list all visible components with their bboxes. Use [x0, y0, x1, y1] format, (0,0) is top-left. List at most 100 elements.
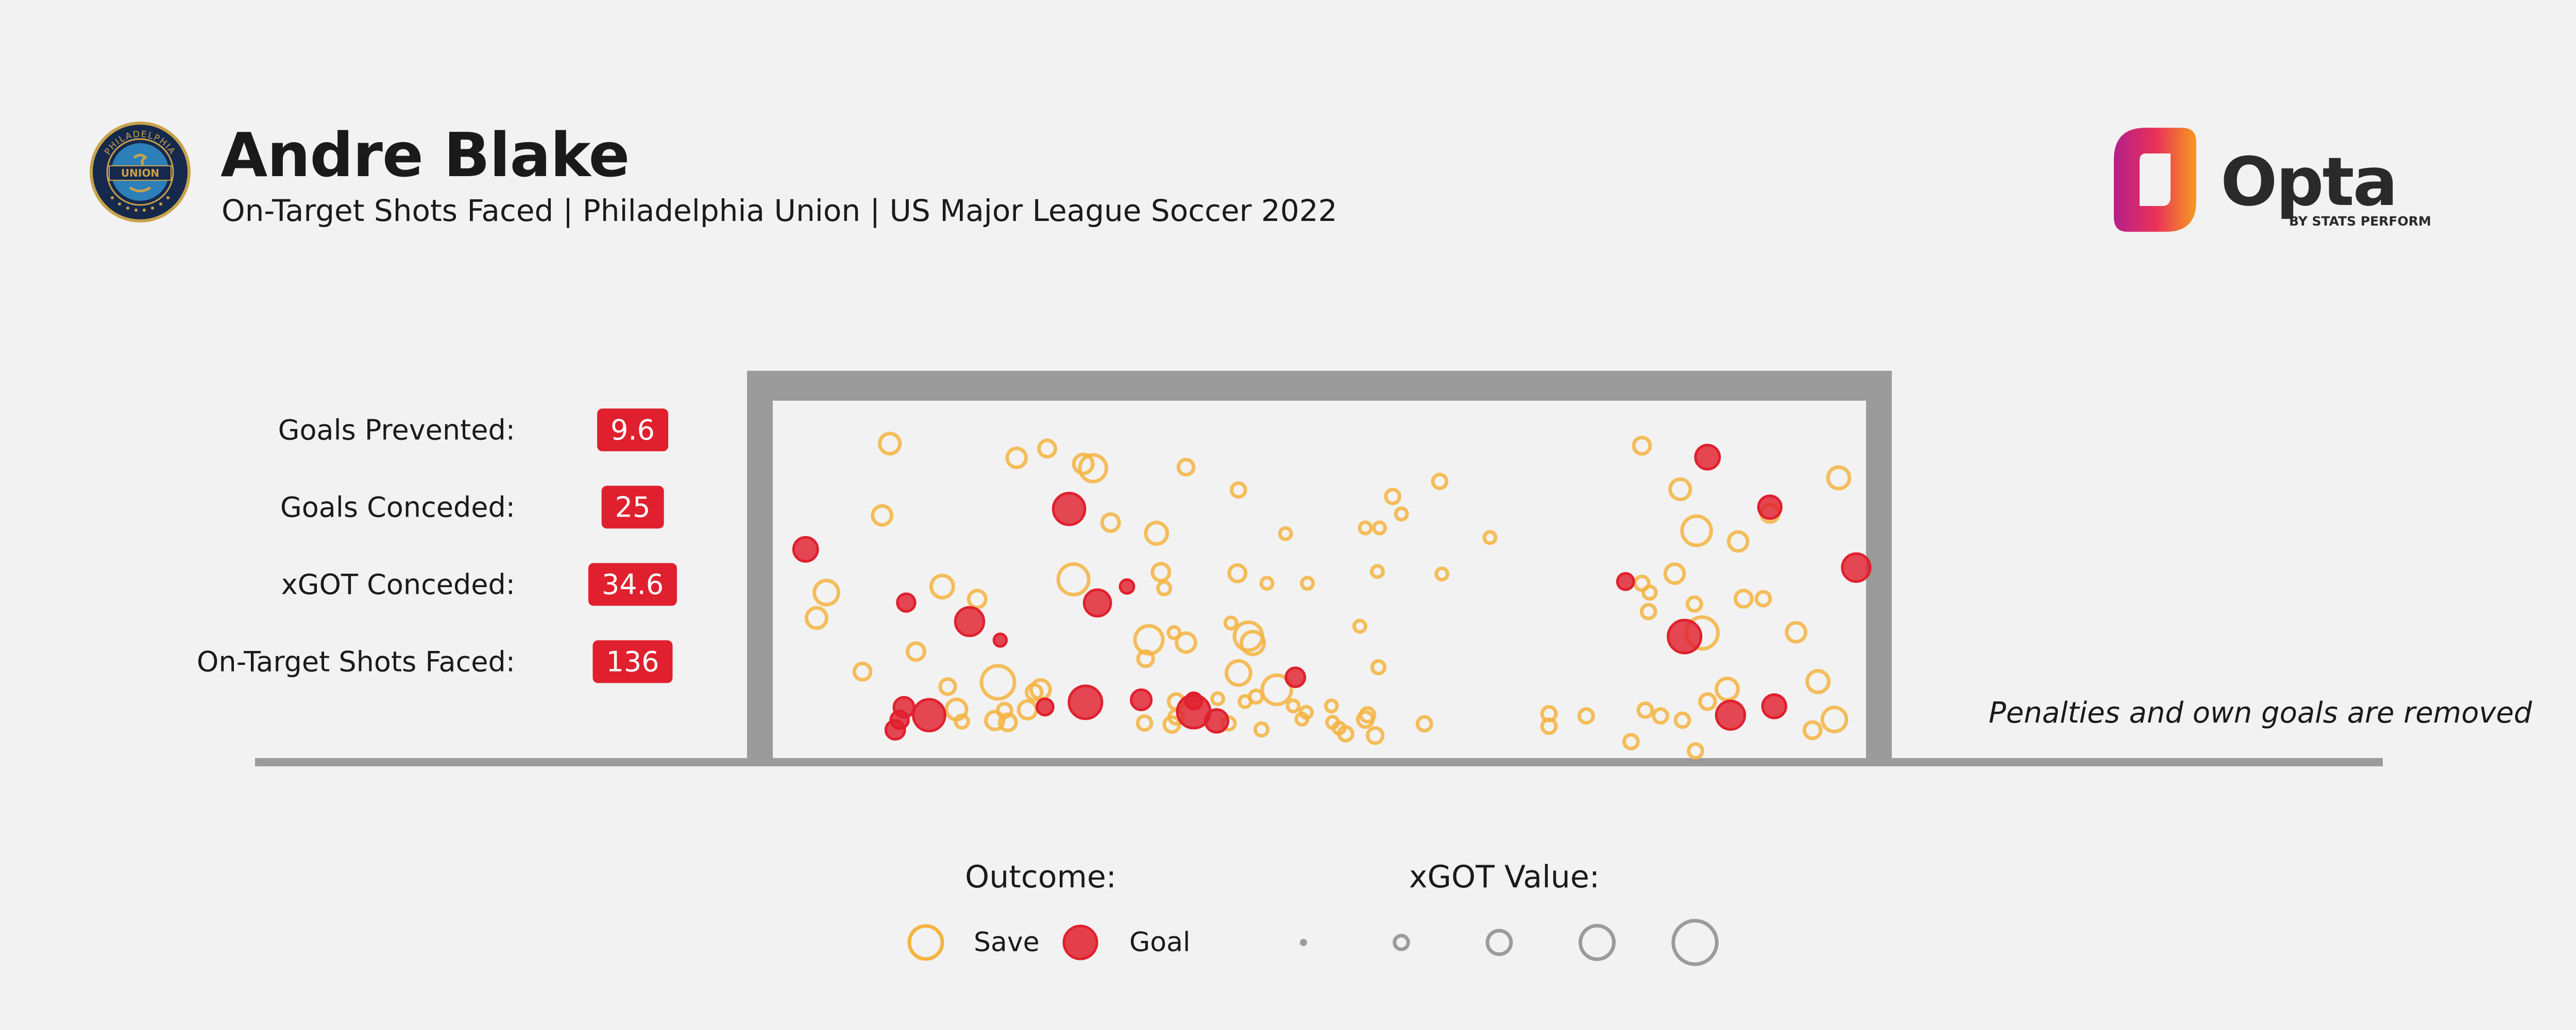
legend-save-marker — [907, 924, 944, 961]
shot-save-34 — [1175, 631, 1198, 654]
stat-label: Goals Conceded: — [280, 491, 515, 524]
shot-goal-13 — [1130, 688, 1153, 712]
shot-save-14 — [1394, 506, 1409, 522]
shot-save-57 — [1210, 691, 1226, 707]
shot-save-33 — [1166, 625, 1182, 640]
shot-save-3 — [1072, 452, 1095, 475]
shot-save-87 — [1680, 514, 1713, 547]
shot-save-19 — [929, 573, 955, 599]
shot-goal-17 — [1284, 666, 1307, 689]
shot-save-97 — [1733, 589, 1754, 609]
shot-goal-16 — [1204, 708, 1230, 734]
shot-save-71 — [1415, 715, 1433, 733]
stat-value-badge: 9.6 — [597, 408, 668, 452]
shot-save-26 — [1300, 576, 1315, 591]
shot-save-83 — [1820, 706, 1849, 733]
shots-layer — [792, 432, 1872, 760]
opta-mark-icon — [2114, 128, 2196, 232]
shot-save-8 — [1100, 512, 1121, 533]
stat-goals-conceded: Goals Conceded: 25 — [0, 479, 721, 536]
shot-save-79 — [1687, 742, 1704, 760]
shot-save-16 — [1482, 530, 1498, 545]
shot-save-35 — [1223, 615, 1239, 631]
shot-save-85 — [1632, 436, 1652, 456]
shot-save-86 — [1668, 477, 1692, 502]
shot-save-73 — [1540, 705, 1558, 723]
ground-line — [255, 758, 2383, 766]
shot-goal-23 — [1715, 699, 1747, 731]
shot-save-63 — [1299, 705, 1314, 720]
shot-goal-24 — [1761, 693, 1788, 719]
shot-save-37 — [1240, 629, 1266, 657]
shot-save-17 — [812, 578, 840, 607]
shot-save-82 — [1805, 669, 1831, 694]
shot-save-1 — [1005, 447, 1028, 469]
shot-goal-22 — [1841, 552, 1872, 583]
shot-save-74 — [1577, 707, 1595, 725]
header: UNION PHILADELPHIA Andre Blake On-Target… — [0, 0, 2576, 258]
shot-save-51 — [1016, 699, 1039, 721]
page-subtitle: On-Target Shots Faced | Philadelphia Uni… — [222, 193, 1337, 228]
shot-goal-3 — [992, 632, 1008, 648]
legend-goal-label: Goal — [1129, 927, 1191, 958]
shot-save-23 — [1156, 580, 1173, 597]
shot-save-68 — [1359, 706, 1377, 724]
shot-goal-6 — [1118, 578, 1136, 595]
shot-save-15 — [1431, 472, 1449, 490]
legend-goal-marker — [1062, 924, 1098, 960]
shot-save-10 — [1278, 526, 1293, 541]
shot-goal-19 — [1667, 619, 1703, 655]
legend-xgot-size-1 — [1393, 934, 1410, 951]
goal-post-left — [747, 371, 773, 763]
shot-save-4 — [1078, 453, 1108, 484]
shot-save-45 — [1260, 673, 1293, 707]
opta-logo: Opta BY STATS PERFORM — [2114, 128, 2431, 232]
shot-save-84 — [1802, 720, 1823, 741]
shot-goal-5 — [1082, 588, 1112, 618]
shot-save-30 — [906, 641, 926, 662]
shot-goal-18 — [1616, 572, 1635, 591]
shot-save-90 — [1826, 465, 1852, 491]
shot-save-13 — [1384, 488, 1402, 505]
stat-value-badge: 25 — [601, 486, 664, 529]
svg-text:UNION: UNION — [121, 167, 159, 179]
shot-save-77 — [1652, 707, 1670, 725]
shot-goal-0 — [792, 536, 819, 563]
legend-xgot-size-3 — [1579, 924, 1616, 961]
shot-goal-2 — [954, 606, 986, 638]
shot-save-39 — [1370, 659, 1387, 676]
stat-value-badge: 136 — [592, 640, 673, 683]
page-title: Andre Blake — [221, 119, 630, 191]
shot-save-61 — [1285, 698, 1301, 714]
shot-save-0 — [878, 432, 902, 456]
shot-save-66 — [1337, 725, 1354, 743]
shot-save-47 — [954, 713, 970, 730]
shot-save-18 — [804, 606, 829, 630]
legend-marks — [907, 919, 1719, 966]
shot-save-5 — [1176, 457, 1196, 477]
shot-save-21 — [1056, 562, 1091, 597]
shot-save-41 — [979, 664, 1016, 701]
shot-save-6 — [1230, 481, 1247, 499]
shot-save-43 — [1225, 659, 1252, 687]
shot-save-78 — [1673, 711, 1691, 729]
shot-save-88 — [1726, 530, 1750, 553]
stat-xgot-conceded: xGOT Conceded: 34.6 — [0, 556, 721, 613]
shot-save-93 — [1641, 585, 1658, 601]
legend-save-label: Save — [974, 927, 1040, 958]
shot-save-29 — [852, 661, 873, 682]
shot-save-32 — [1133, 624, 1165, 656]
footnote: Penalties and own goals are removed — [1989, 696, 2532, 730]
shot-save-12 — [1372, 520, 1387, 536]
shot-save-80 — [1698, 692, 1717, 711]
stat-label: Goals Prevented: — [278, 414, 515, 447]
shot-save-81 — [1715, 676, 1740, 702]
shot-save-98 — [1754, 590, 1772, 608]
shot-save-94 — [1639, 603, 1657, 621]
legend-xgot-size-0 — [1300, 939, 1307, 946]
shot-save-75 — [1622, 733, 1640, 750]
shot-save-49 — [997, 712, 1018, 732]
shot-save-24 — [1227, 563, 1248, 583]
shot-goal-11 — [1036, 697, 1055, 717]
shot-save-99 — [1785, 621, 1808, 644]
